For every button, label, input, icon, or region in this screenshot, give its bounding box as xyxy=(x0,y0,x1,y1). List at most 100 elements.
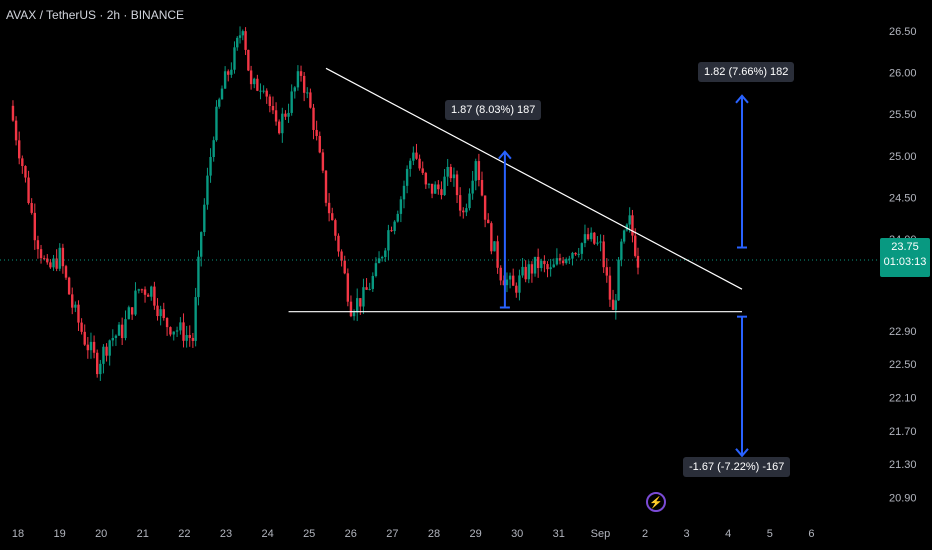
candle-body xyxy=(71,294,74,308)
candle-body xyxy=(287,112,290,117)
candle-body xyxy=(185,335,188,341)
candle-body xyxy=(393,221,396,232)
candle-body xyxy=(236,37,239,48)
x-tick-label: 6 xyxy=(808,528,814,540)
candle-body xyxy=(530,264,534,274)
candle-body xyxy=(120,324,124,339)
candle-body xyxy=(230,69,233,75)
candle-body xyxy=(396,213,399,222)
descending-resistance-line[interactable] xyxy=(325,67,743,290)
candle-body xyxy=(143,289,147,295)
candle-body xyxy=(150,286,153,297)
candle-body xyxy=(402,185,406,200)
candle-body xyxy=(124,319,127,339)
x-tick-label: 25 xyxy=(303,528,315,540)
symbol-header[interactable]: AVAX / TetherUS · 2h · BINANCE xyxy=(6,8,185,22)
x-tick-label: 28 xyxy=(428,528,440,540)
candle-body xyxy=(387,230,390,251)
y-tick-label: 21.30 xyxy=(889,459,917,471)
candle-body xyxy=(455,174,459,196)
candle-body xyxy=(561,260,565,264)
candle-body xyxy=(127,307,131,320)
candle-body xyxy=(200,232,203,257)
measure-label-lower-target: -1.67 (-7.22%) -167 xyxy=(683,457,791,477)
candle-body xyxy=(271,105,275,111)
bar-countdown: 01:03:13 xyxy=(883,256,927,268)
candle-body xyxy=(117,324,121,336)
candle-body xyxy=(67,277,71,295)
candle-body xyxy=(284,113,287,117)
candle-body xyxy=(18,140,21,159)
candle-body xyxy=(430,183,434,194)
candle-body xyxy=(268,96,272,106)
candle-body xyxy=(565,259,568,264)
candle-body xyxy=(446,166,449,177)
candle-body xyxy=(418,158,421,169)
measure-arrowhead xyxy=(735,94,749,104)
candle-body xyxy=(471,180,474,194)
candle-body xyxy=(468,193,471,209)
candle-body xyxy=(620,241,623,260)
candle-body xyxy=(296,71,300,88)
candle-body xyxy=(462,210,465,213)
candle-body xyxy=(169,327,172,335)
x-tick-label: 5 xyxy=(767,528,773,540)
candle-body xyxy=(108,340,111,356)
candle-body xyxy=(434,184,437,194)
candle-body xyxy=(99,363,102,375)
candle-body xyxy=(477,161,481,180)
candle-body xyxy=(194,297,197,341)
candle-body xyxy=(524,266,527,280)
candle-body xyxy=(359,298,362,307)
candle-body xyxy=(337,235,340,252)
lightning-alert-icon[interactable]: ⚡ xyxy=(646,492,666,512)
candle-body xyxy=(628,215,631,225)
candle-body xyxy=(631,215,634,236)
candle-body xyxy=(191,337,195,341)
candle-body xyxy=(390,230,393,232)
y-tick-label: 20.90 xyxy=(889,493,917,505)
candle-body xyxy=(77,304,80,323)
candle-body xyxy=(30,203,33,213)
candle-body xyxy=(552,264,555,268)
candle-body xyxy=(86,344,90,351)
drawings[interactable] xyxy=(0,67,880,458)
candle-body xyxy=(518,275,521,293)
x-tick-label: 29 xyxy=(469,528,481,540)
candle-body xyxy=(96,352,99,375)
candle-body xyxy=(203,204,206,233)
candle-body xyxy=(253,78,256,85)
candle-body xyxy=(146,294,150,297)
candle-body xyxy=(315,129,318,136)
candle-body xyxy=(256,78,259,91)
candle-body xyxy=(206,175,209,205)
candle-body xyxy=(352,312,356,317)
y-tick-label: 26.50 xyxy=(889,26,917,38)
candle-body xyxy=(259,90,262,92)
candle-body xyxy=(175,330,179,332)
candle-body xyxy=(27,177,30,204)
candle-body xyxy=(212,140,215,157)
candle-body xyxy=(377,258,381,264)
measure-label-left: 1.87 (8.03%) 187 xyxy=(445,100,542,120)
candle-body xyxy=(443,176,446,196)
candle-body xyxy=(159,309,162,317)
candle-body xyxy=(33,212,36,241)
candle-body xyxy=(21,158,24,167)
y-tick-label: 24.50 xyxy=(889,193,917,205)
candle-body xyxy=(55,258,58,269)
candle-body xyxy=(415,152,418,159)
candle-body xyxy=(182,322,185,341)
candle-body xyxy=(368,288,371,290)
candle-body xyxy=(399,199,403,214)
candle-body xyxy=(247,49,250,71)
candle-body xyxy=(622,230,626,242)
candle-body xyxy=(496,241,499,268)
candle-body xyxy=(83,331,86,345)
candle-body xyxy=(46,258,49,263)
candle-body xyxy=(11,105,15,121)
candle-body xyxy=(474,161,477,181)
candle-body xyxy=(218,99,221,107)
candle-body xyxy=(543,260,546,265)
